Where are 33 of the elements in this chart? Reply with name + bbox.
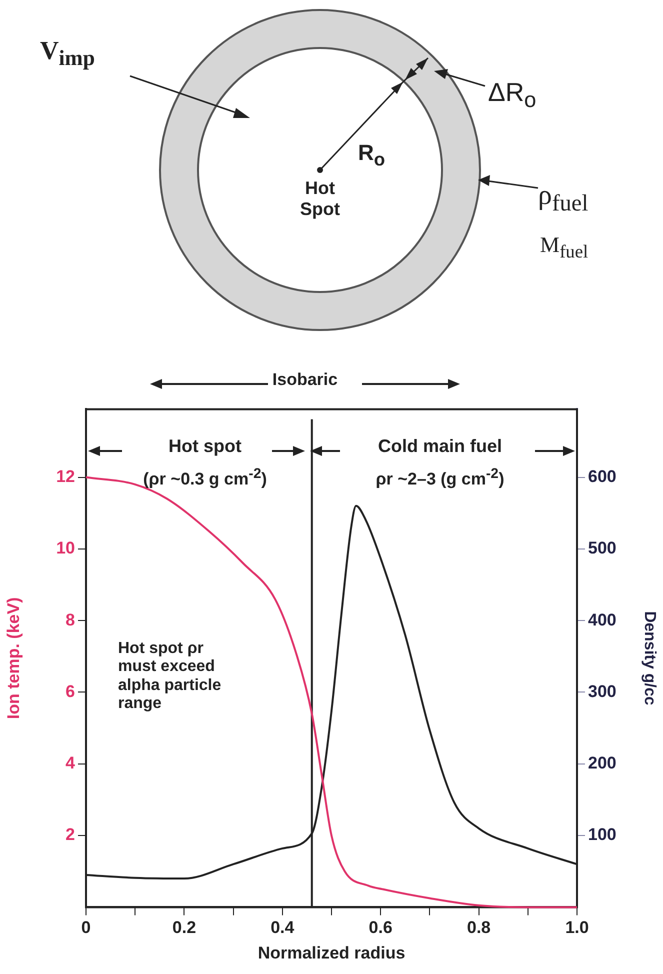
y2-tick-label: 500 (588, 538, 616, 558)
x-tick-label: 0.4 (270, 918, 295, 938)
y-axis-title: Ion temp. (keV) (4, 597, 23, 720)
y-tick-label: 12 (56, 466, 75, 486)
y-tick-label: 4 (66, 754, 76, 773)
text: ρ$_{fuel}$ (538, 180, 590, 218)
annotation: Hot spot ρr must exceed alpha particle range (118, 640, 222, 714)
y2-tick-label: 300 (588, 682, 616, 701)
y2-tick-label: 200 (588, 754, 616, 773)
text: Hot Spot (299, 178, 341, 220)
x-tick-label: 0 (81, 918, 91, 938)
x-tick-label: 0.2 (172, 918, 196, 938)
x-tick-label: 1.0 (565, 918, 589, 938)
annotation: ρr ~2–3 (g cm$^{-2}$) (374, 466, 506, 490)
text: ΔR$_{o}$ (488, 77, 538, 114)
y-tick-label: 2 (66, 825, 75, 844)
text: Isobaric (271, 370, 339, 390)
annotation: Hot spot (168, 436, 242, 457)
y2-axis-title: Density g/cc (640, 611, 658, 706)
text: V$_{imp}$ (40, 36, 96, 72)
x-axis-title: Normalized radius (258, 943, 406, 962)
text: M$_{fuel}$ (540, 232, 590, 262)
y-tick-label: 8 (66, 610, 75, 630)
y2-tick-label: 600 (588, 466, 616, 486)
y2-tick-label: 400 (588, 610, 616, 630)
y-tick-label: 6 (66, 682, 75, 701)
x-tick-label: 0.8 (466, 918, 491, 938)
text: R$_{o}$ (358, 140, 386, 170)
y-tick-label: 10 (56, 538, 75, 558)
x-tick-label: 0.6 (368, 918, 392, 938)
annotation: (ρr ~0.3 g cm$^{-2}$) (142, 466, 268, 490)
annotation: Cold main fuel (376, 436, 503, 457)
y2-tick-label: 100 (588, 825, 616, 844)
